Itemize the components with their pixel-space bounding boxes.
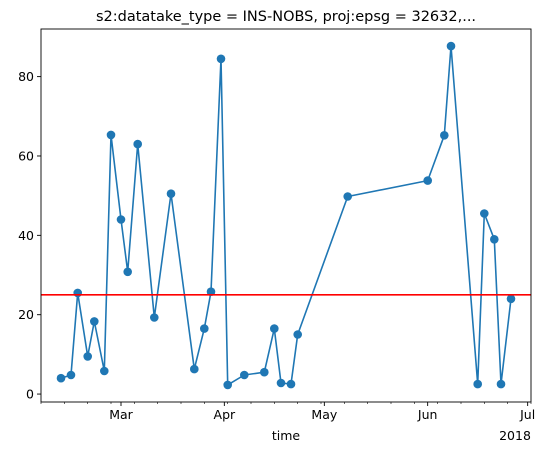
data-point: [446, 41, 456, 51]
x-tick-label: Apr: [214, 407, 236, 422]
data-point: [166, 189, 176, 198]
data-point: [270, 324, 279, 333]
data-point: [490, 235, 499, 244]
data-point: [343, 192, 353, 201]
data-point: [506, 294, 516, 304]
data-point: [66, 370, 76, 380]
data-point: [240, 370, 249, 380]
data-point: [496, 379, 506, 389]
data-point: [116, 215, 126, 224]
data-point: [100, 366, 109, 376]
x-tick-label: Mar: [109, 407, 133, 422]
y-tick-label: 60: [18, 148, 34, 163]
data-point: [440, 131, 449, 140]
data-point: [293, 330, 303, 339]
data-point: [223, 380, 232, 390]
chart-title: s2:datatake_type = INS-NOBS, proj:epsg =…: [96, 9, 476, 25]
data-point: [480, 209, 489, 218]
x-tick-label: Jul: [519, 407, 535, 422]
data-point: [56, 373, 66, 383]
data-point: [73, 288, 82, 298]
data-point: [106, 130, 116, 140]
series-line: [60, 45, 512, 386]
x-tick-label: May: [311, 407, 337, 422]
data-point: [260, 367, 269, 377]
data-point: [473, 379, 483, 389]
y-tick-label: 20: [18, 307, 34, 322]
x-tick-label: Jun: [417, 407, 438, 422]
y-tick-label: 0: [26, 387, 34, 402]
data-point: [150, 313, 159, 322]
data-point: [276, 378, 286, 388]
data-point: [216, 54, 226, 64]
data-point: [206, 287, 216, 297]
data-point: [83, 352, 92, 361]
x-axis-label: time: [272, 428, 301, 443]
data-point: [190, 364, 199, 374]
data-layer: [41, 41, 531, 390]
data-point: [423, 176, 433, 185]
axes-layer: 0 20 40 60 80 Mar Apr May Jun Jul: [18, 28, 535, 422]
data-point: [286, 379, 296, 389]
plot-area: [41, 29, 531, 402]
x-axis-year-label: 2018: [499, 428, 531, 443]
data-point: [200, 324, 209, 333]
y-tick-label: 80: [18, 69, 34, 84]
data-point: [123, 267, 132, 277]
data-point: [90, 317, 99, 326]
y-tick-label: 40: [18, 228, 34, 243]
plot-frame: [40, 28, 532, 403]
data-point: [133, 139, 142, 149]
